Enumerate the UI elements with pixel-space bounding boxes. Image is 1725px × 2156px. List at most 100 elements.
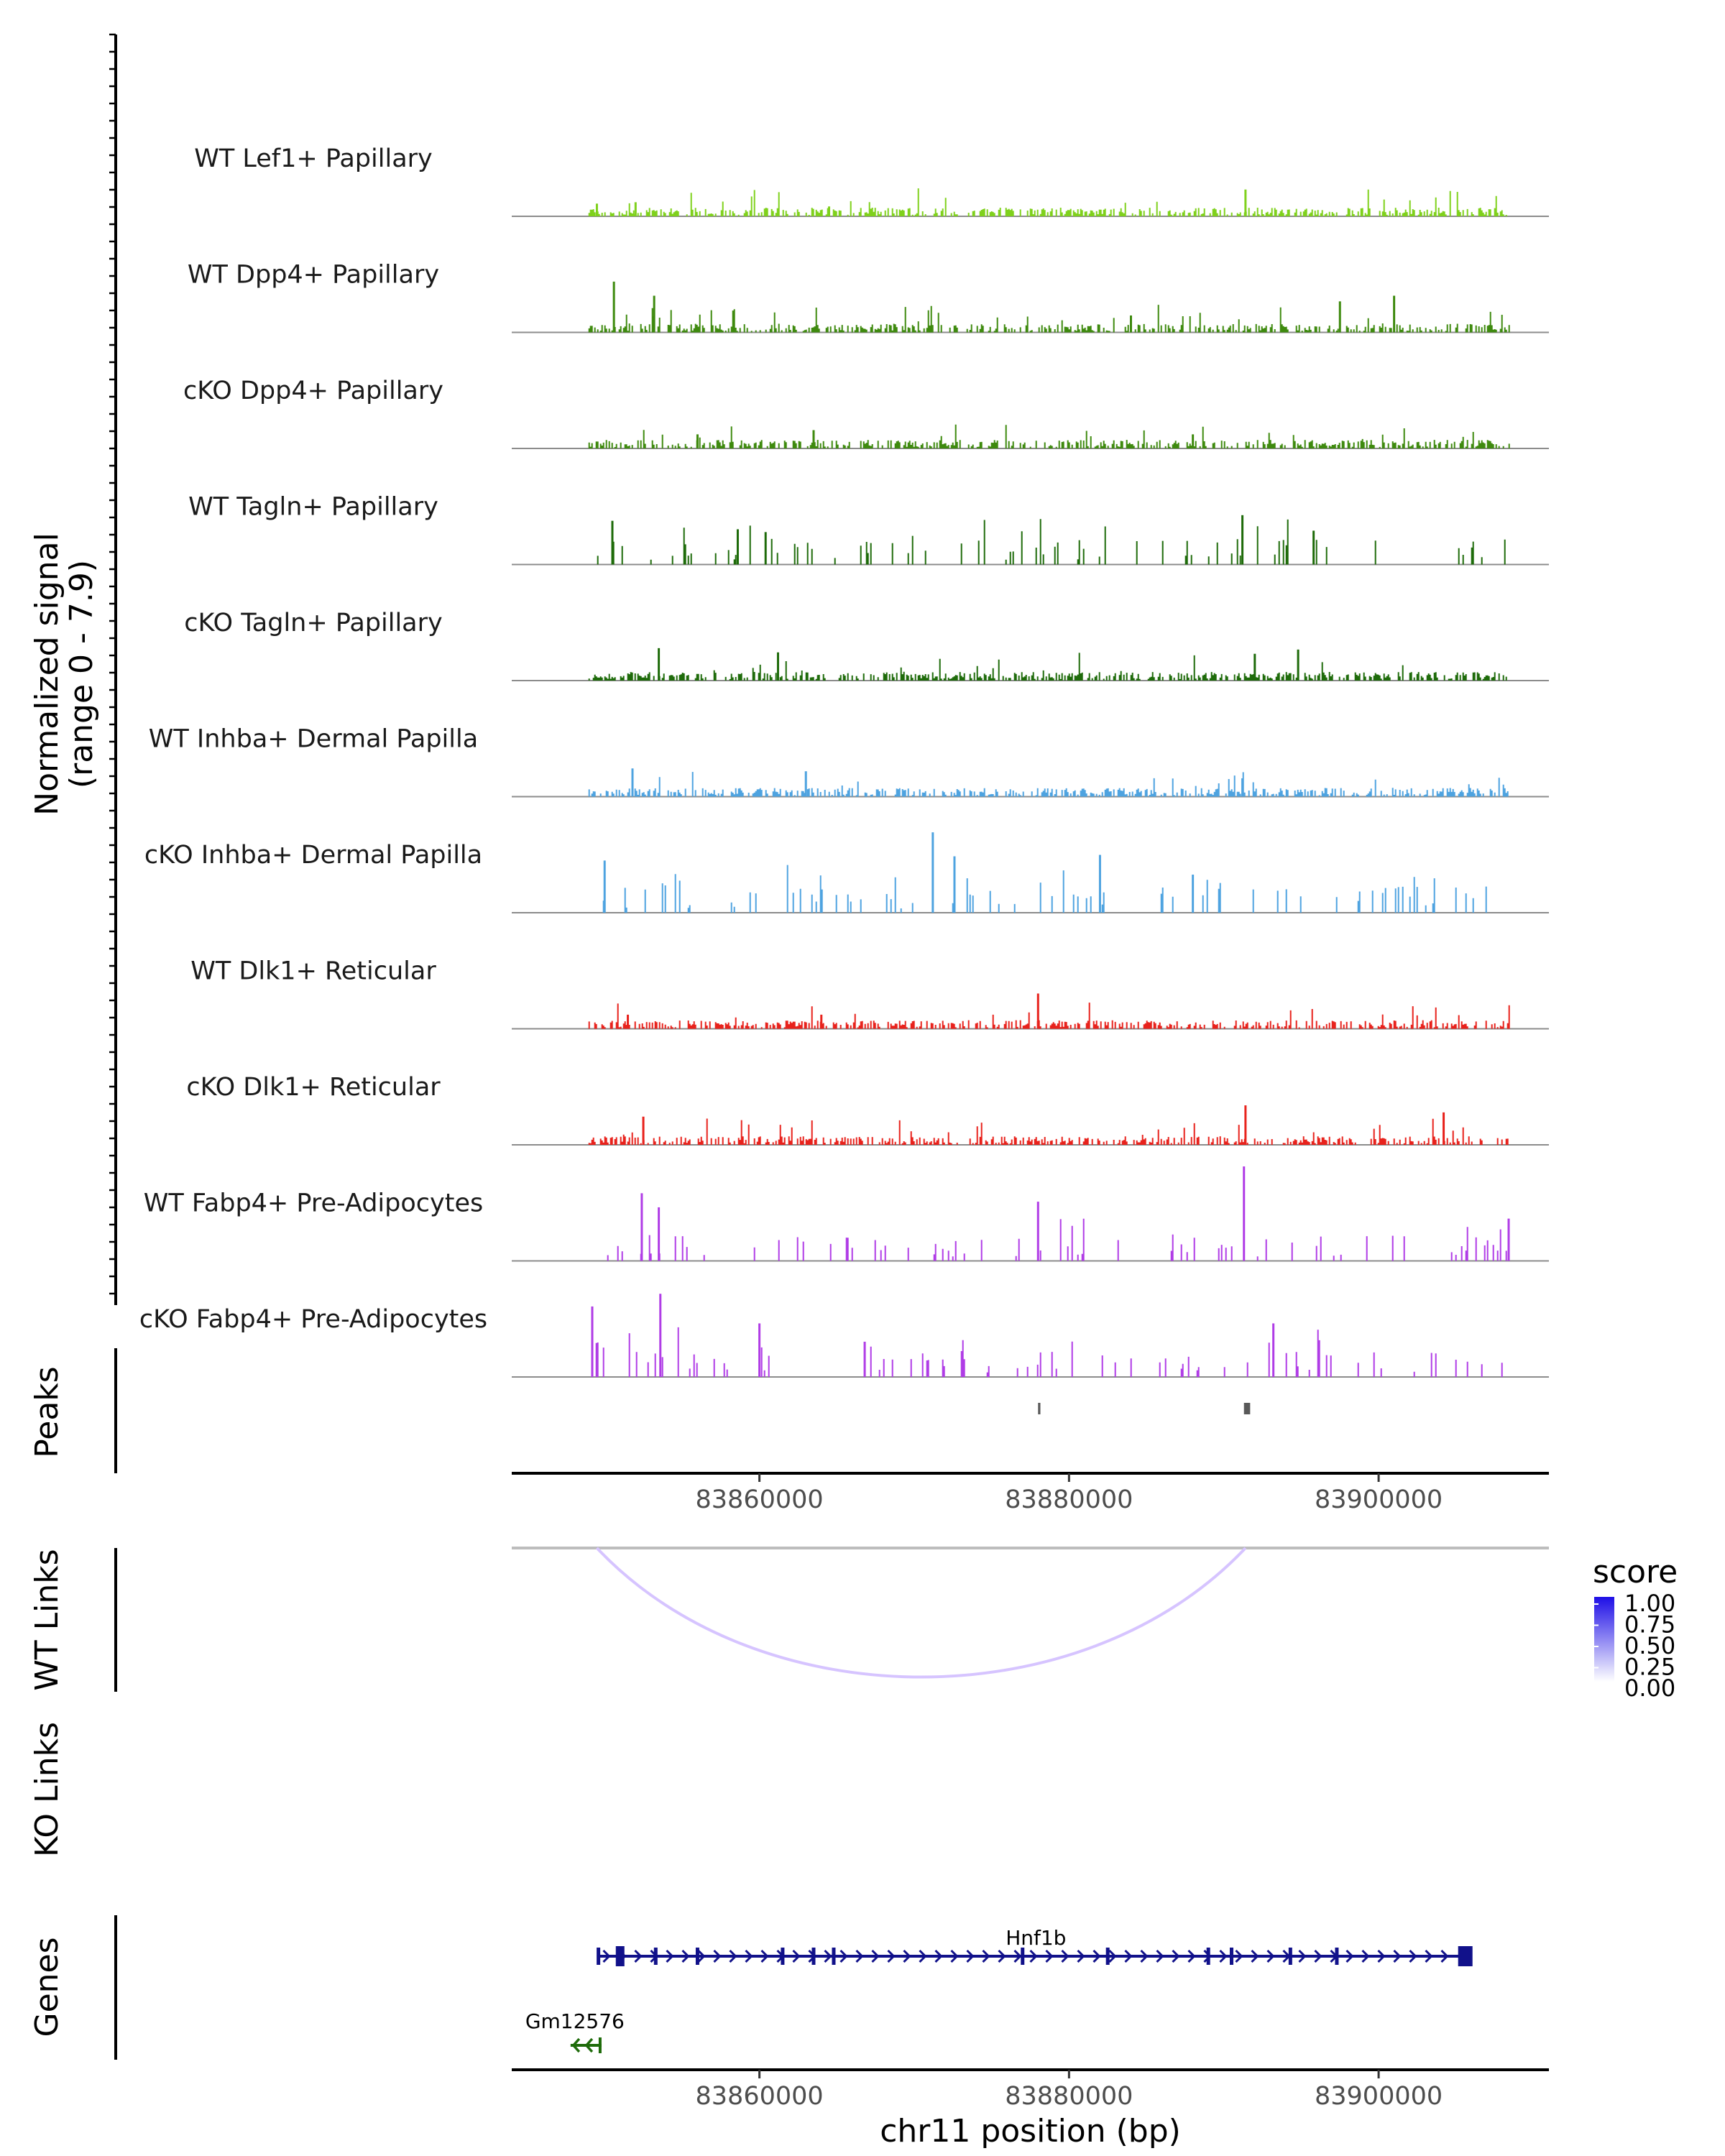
coverage-peak [658, 648, 661, 681]
coverage-peak [612, 281, 615, 333]
coverage-track: WT Inhba+ Dermal Papilla [149, 725, 1549, 798]
coverage-peak [736, 529, 739, 565]
strand-arrow [919, 1949, 927, 1963]
genes-track-label: Genes [29, 1937, 65, 2037]
strand-arrow [1251, 1949, 1259, 1963]
coverage-peak [1254, 653, 1256, 681]
strand-arrow [1124, 1949, 1133, 1963]
position-tick-label: 83880000 [1005, 2082, 1133, 2111]
coverage-peak [603, 860, 606, 913]
coverage-peak [1443, 1112, 1445, 1145]
strand-arrow [871, 1949, 880, 1963]
coverage-signal [595, 1327, 1503, 1377]
legend-label: 1.00 [1624, 1590, 1675, 1617]
links-track-label: KO Links [29, 1722, 65, 1857]
coverage-peak [863, 1341, 866, 1377]
strand-arrow [982, 1949, 990, 1963]
peaks-track-label: Peaks [29, 1366, 65, 1457]
coverage-peak [1129, 315, 1132, 333]
exon [597, 1948, 601, 1965]
strand-arrow [855, 1949, 864, 1963]
strand-arrow [934, 1949, 943, 1963]
gene-hnf1b: Hnf1b [597, 1926, 1473, 1966]
exon [1458, 1946, 1473, 1966]
coverage-peak [1243, 1166, 1246, 1261]
coverage-y-label-line2: (range 0 - 7.9) [63, 560, 100, 788]
coverage-peak [1192, 875, 1195, 913]
x-axis-title: chr11 position (bp) [880, 2113, 1181, 2150]
strand-arrow [745, 1949, 753, 1963]
strand-arrow [966, 1949, 975, 1963]
coverage-peak [653, 295, 656, 333]
gene-label: Hnf1b [1006, 1926, 1066, 1950]
strand-arrow [666, 1949, 674, 1963]
exon [598, 2037, 602, 2053]
coverage-peak [1338, 301, 1341, 333]
strand-arrow [824, 1949, 832, 1963]
coverage-peak [953, 856, 956, 913]
exon [1021, 1948, 1025, 1965]
position-tick-label: 83880000 [1005, 1485, 1133, 1514]
coverage-peak [1297, 649, 1300, 681]
coverage-track: cKO Dpp4+ Papillary [183, 377, 1549, 449]
link-arc [596, 1547, 1247, 1679]
coverage-peak [631, 768, 634, 797]
strand-arrow [887, 1949, 896, 1963]
legend-title: score [1593, 1554, 1678, 1590]
legend-label: 0.75 [1624, 1611, 1675, 1639]
peaks-track: Peaks 83860000 83880000 83900000 [29, 1348, 1549, 1514]
strand-arrow [1077, 1949, 1085, 1963]
coverage-peak [1272, 1323, 1275, 1377]
exon [781, 1948, 785, 1965]
links-track-label: WT Links [29, 1549, 65, 1690]
coverage-peak [1036, 1202, 1039, 1261]
strand-arrow [1440, 1949, 1449, 1963]
coverage-signal [588, 653, 1507, 681]
coverage-peak [634, 202, 637, 216]
peak-region [1243, 1403, 1251, 1414]
track-label: cKO Dlk1+ Reticular [186, 1073, 441, 1102]
strand-arrow [840, 1949, 848, 1963]
coverage-peak [591, 1306, 594, 1377]
coverage-track: WT Dpp4+ Papillary [188, 261, 1549, 333]
strand-arrow [1346, 1949, 1354, 1963]
strand-arrow [1172, 1949, 1180, 1963]
coverage-peak [1393, 295, 1396, 333]
coverage-peak [764, 532, 767, 565]
strand-arrow [1140, 1949, 1149, 1963]
position-tick-label: 83860000 [696, 2082, 824, 2111]
strand-arrow [1266, 1949, 1275, 1963]
links-tracks: WT Links KO Links [29, 1547, 1549, 1857]
strand-arrow [1029, 1949, 1038, 1963]
strand-arrow [1361, 1949, 1370, 1963]
strand-arrow [1409, 1949, 1417, 1963]
strand-arrow [571, 2037, 581, 2053]
coverage-peak [627, 1014, 630, 1029]
strand-arrow [681, 1949, 690, 1963]
track-label: cKO Dpp4+ Papillary [183, 377, 443, 405]
coverage-signal [607, 1218, 1507, 1261]
coverage-signal [597, 519, 1506, 565]
strand-arrow [760, 1949, 769, 1963]
strand-arrow [1377, 1949, 1386, 1963]
coverage-y-label-line1: Normalized signal [29, 533, 65, 816]
coverage-peak [828, 206, 831, 216]
coverage-signal [602, 865, 1487, 913]
track-label: WT Fabp4+ Pre-Adipocytes [144, 1189, 483, 1218]
coverage-track: WT Dlk1+ Reticular [190, 957, 1549, 1030]
coverage-peak [820, 1014, 823, 1029]
exon [615, 1946, 625, 1966]
gene-label: Gm12576 [525, 2009, 625, 2033]
strand-arrow [713, 1949, 722, 1963]
coverage-peak [659, 1294, 662, 1377]
coverage-signal [588, 772, 1509, 797]
track-label: WT Dlk1+ Reticular [190, 957, 436, 986]
exon [832, 1948, 836, 1965]
coverage-track: WT Tagln+ Papillary [188, 493, 1549, 566]
legend-label: 0.25 [1624, 1654, 1675, 1681]
coverage-peak [804, 771, 807, 797]
strand-arrow [1092, 1949, 1101, 1963]
coverage-peak [640, 1193, 643, 1261]
